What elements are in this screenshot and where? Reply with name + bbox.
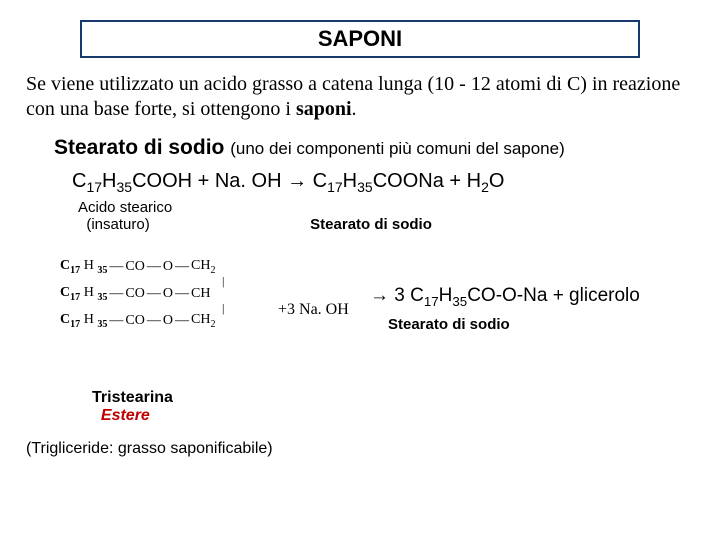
t2co: CO [125,287,144,301]
eq-r3s: 2 [481,179,489,195]
t3ch2: CH [191,312,210,327]
eq-r2: H [343,170,357,192]
tri-row-2: C17 H 35— CO — O — CH [60,286,224,303]
tri-row-1: C17 H 35— CO — O — CH2 [60,259,224,276]
eq-l1: C [72,170,86,192]
res-s1: 17 [424,294,439,309]
t1c: C [60,258,70,273]
res-mid: H [439,285,453,306]
plus-3naoh: +3 Na. OH [278,301,349,319]
t1ch2: CH [191,258,210,273]
intro-bold: saponi [296,98,352,120]
footnote: (Trigliceride: grasso saponificabile) [20,440,700,458]
equation-1: C17H35COOH + Na. OH → C17H35COONa + H2O [20,170,700,195]
tristearina-text: Tristearina [92,389,173,406]
intro-paragraph: Se viene utilizzato un acido grasso a ca… [20,72,700,122]
tristearin-structure: C17 H 35— CO — O — CH2 | C17 H 35— CO — … [60,259,224,330]
t1h: H [80,258,97,273]
res-post: CO-O-Na + glicerolo [467,285,640,306]
intro-post: . [352,98,357,120]
result-equation: → 3 C17H35CO-O-Na + glicerolo [370,285,640,309]
t1ch2s: 2 [210,265,215,276]
eq-r1s: 17 [327,179,343,195]
t2hs: 35 [97,292,107,303]
t2ch: CH [191,287,210,301]
t1cs: 17 [70,265,80,276]
t2cs: 17 [70,292,80,303]
eq-r1: C [307,170,327,192]
eq-l2: H [102,170,116,192]
res-s2: 35 [452,294,467,309]
title-text: SAPONI [318,26,402,51]
eq-arrow: → [287,170,307,192]
eq-r2s: 35 [357,179,373,195]
t3c: C [60,312,70,327]
res-arrow: → [370,285,389,306]
result-label: Stearato di sodio [388,316,510,333]
diagram-area: C17 H 35— CO — O — CH2 | C17 H 35— CO — … [20,253,700,383]
estere-text: Estere [101,407,150,424]
t1hs: 35 [97,265,107,276]
eq-l3: COOH + Na. OH [132,170,287,192]
subtitle-note: (uno dei componenti più comuni del sapon… [230,139,565,158]
subtitle-main: Stearato di sodio [54,136,230,159]
t2c: C [60,285,70,300]
label-left-1: Acido stearico [78,199,172,216]
subtitle: Stearato di sodio (uno dei componenti pi… [20,136,700,160]
t3cs: 17 [70,319,80,330]
t1o: O [163,260,173,274]
t3hs: 35 [97,319,107,330]
equation-labels: Acido stearico (insaturo) Stearato di so… [20,199,700,233]
label-left: Acido stearico (insaturo) [78,199,306,233]
eq-l2s: 35 [116,179,132,195]
eq-r3: COONa + H [373,170,481,192]
t3h: H [80,312,97,327]
t2o: O [163,287,173,301]
t2h: H [80,285,97,300]
t1co: CO [125,260,144,274]
tri-row-3: C17 H 35— CO — O — CH2 [60,313,224,330]
t3o: O [163,314,173,328]
eq-r4: O [489,170,505,192]
res-pre: 3 C [389,285,424,306]
label-left-2: (insaturo) [86,216,149,233]
t3co: CO [125,314,144,328]
label-right: Stearato di sodio [310,216,432,233]
eq-l1s: 17 [86,179,102,195]
tristearina-label: Tristearina Estere [20,389,700,426]
title-box: SAPONI [80,20,640,58]
t3ch2s: 2 [210,319,215,330]
